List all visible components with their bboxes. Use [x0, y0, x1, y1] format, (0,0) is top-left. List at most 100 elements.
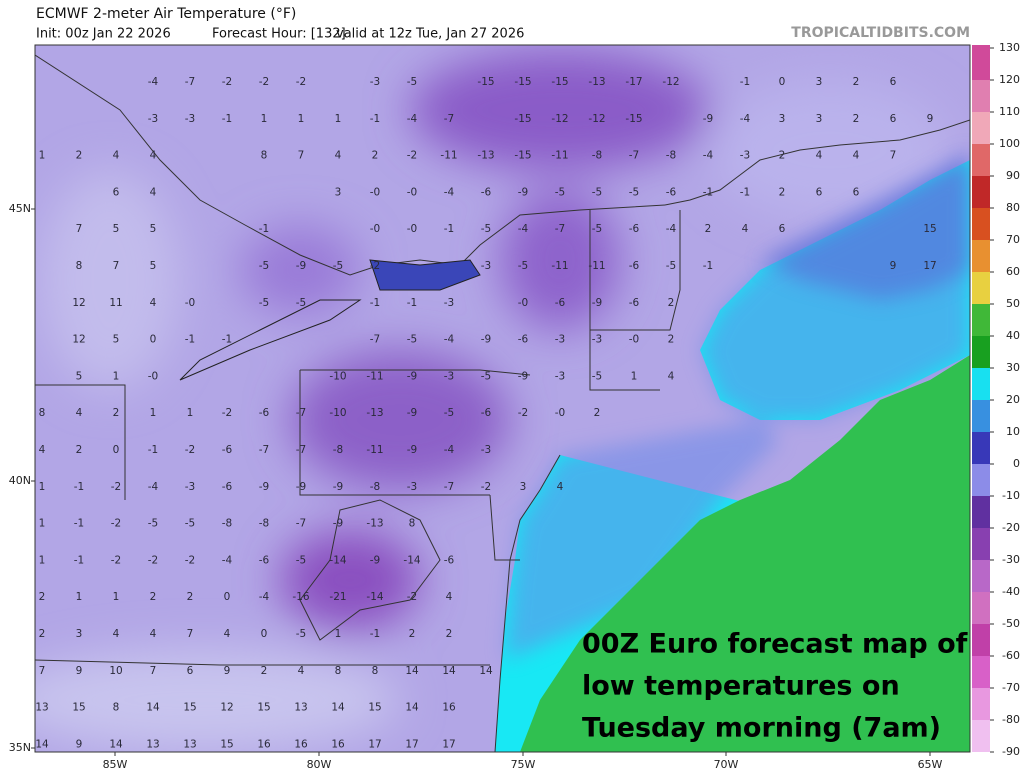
station-temperature: -6	[629, 223, 640, 235]
colorbar-segment	[972, 240, 990, 272]
station-temperature: -2	[518, 407, 528, 419]
station-temperature: 1	[150, 407, 157, 419]
axes: 45N 40N 35N 85W 80W 75W 70W 65W	[9, 202, 943, 771]
station-temperature: 2	[39, 628, 46, 640]
station-temperature: 5	[150, 260, 157, 272]
colorbar-label: 10	[1006, 425, 1020, 438]
station-temperature: 0	[113, 444, 120, 456]
station-temperature: -5	[666, 260, 676, 272]
station-temperature: 15	[257, 702, 270, 714]
map-area	[35, 45, 970, 752]
station-temperature: 7	[890, 150, 897, 162]
station-temperature: 1	[335, 628, 342, 640]
colorbar-label: 120	[999, 73, 1020, 86]
station-temperature: 0	[261, 628, 268, 640]
station-temperature: -13	[588, 76, 605, 88]
station-temperature: 2	[409, 628, 416, 640]
station-temperature: -4	[703, 150, 714, 162]
colorbar-segment	[972, 368, 990, 400]
colorbar: 1301201101009080706050403020100-10-20-30…	[972, 41, 1020, 758]
station-temperature: -5	[592, 223, 602, 235]
station-temperature: -9	[703, 113, 713, 125]
station-temperature: -6	[259, 407, 270, 419]
latitude-label: 40N	[9, 474, 31, 487]
site-watermark: TROPICALTIDBITS.COM	[791, 25, 970, 41]
station-temperature: 2	[187, 591, 194, 603]
station-temperature: -2	[259, 76, 269, 88]
colorbar-segment	[972, 656, 990, 688]
colorbar-label: 60	[1006, 265, 1020, 278]
colorbar-label: 130	[999, 41, 1020, 54]
station-temperature: 12	[72, 297, 85, 309]
station-temperature: -11	[551, 150, 568, 162]
station-temperature: -9	[407, 407, 417, 419]
station-temperature: 7	[187, 628, 194, 640]
colorbar-segment	[972, 45, 990, 80]
station-temperature: 15	[183, 702, 196, 714]
station-temperature: -1	[703, 186, 713, 198]
station-temperature: 2	[261, 665, 268, 677]
station-temperature: -5	[629, 186, 639, 198]
station-temperature: 17	[405, 738, 418, 750]
station-temperature: -9	[407, 370, 417, 382]
station-temperature: -5	[296, 554, 306, 566]
station-temperature: 3	[816, 113, 823, 125]
station-temperature: -6	[666, 186, 677, 198]
station-temperature: -2	[222, 407, 232, 419]
station-temperature: 10	[109, 665, 122, 677]
station-temperature: -4	[518, 223, 529, 235]
station-temperature: 17	[923, 260, 936, 272]
station-temperature: -1	[703, 260, 713, 272]
station-temperature: -7	[296, 518, 306, 530]
station-temperature: 1	[39, 150, 46, 162]
colorbar-segment	[972, 144, 990, 176]
station-temperature: 13	[35, 702, 48, 714]
station-temperature: 4	[335, 150, 342, 162]
station-temperature: -5	[592, 370, 602, 382]
station-temperature: -11	[551, 260, 568, 272]
annotation-line: low temperatures on	[582, 671, 900, 702]
station-temperature: 15	[72, 702, 85, 714]
station-temperature: -10	[329, 370, 346, 382]
station-temperature: 11	[109, 297, 122, 309]
station-temperature: -0	[407, 186, 417, 198]
forecast-hour: Forecast Hour: [132]	[212, 27, 346, 42]
station-temperature: -8	[666, 150, 676, 162]
station-temperature: -1	[407, 297, 417, 309]
station-temperature: 13	[146, 738, 159, 750]
station-temperature: -11	[588, 260, 605, 272]
station-temperature: 12	[72, 334, 85, 346]
station-temperature: -7	[629, 150, 639, 162]
station-temperature: 5	[113, 223, 120, 235]
colorbar-segment	[972, 560, 990, 592]
station-temperature: 1	[261, 113, 268, 125]
map-title: ECMWF 2-meter Air Temperature (°F)	[36, 6, 296, 22]
colorbar-segment	[972, 272, 990, 304]
station-temperature: -5	[333, 260, 343, 272]
colorbar-label: 0	[1013, 457, 1020, 470]
station-temperature: -4	[148, 481, 159, 493]
station-temperature: 1	[335, 113, 342, 125]
annotation: 00Z Euro forecast map of low temperatures…	[582, 629, 968, 744]
station-temperature: 8	[261, 150, 268, 162]
station-temperature: 4	[668, 370, 675, 382]
colorbar-label: 110	[999, 105, 1020, 118]
station-temperature: -13	[366, 518, 383, 530]
station-temperature: 0	[779, 76, 786, 88]
station-temperature: 3	[816, 76, 823, 88]
station-temperature: -3	[148, 113, 158, 125]
station-temperature: -3	[185, 481, 195, 493]
ocean-green	[520, 355, 970, 752]
station-temperature: -1	[370, 297, 380, 309]
station-temperature: -10	[329, 407, 346, 419]
colorbar-label: -80	[1002, 713, 1020, 726]
colorbar-label: 90	[1006, 169, 1020, 182]
boundaries	[35, 54, 970, 752]
station-temperature: -8	[370, 481, 380, 493]
station-temperature: -3	[555, 334, 565, 346]
longitude-label: 65W	[918, 758, 943, 771]
station-temperature: -4	[444, 334, 455, 346]
station-temperature: 7	[39, 665, 46, 677]
station-temperature: -5	[259, 260, 269, 272]
station-temperature: 7	[298, 150, 305, 162]
